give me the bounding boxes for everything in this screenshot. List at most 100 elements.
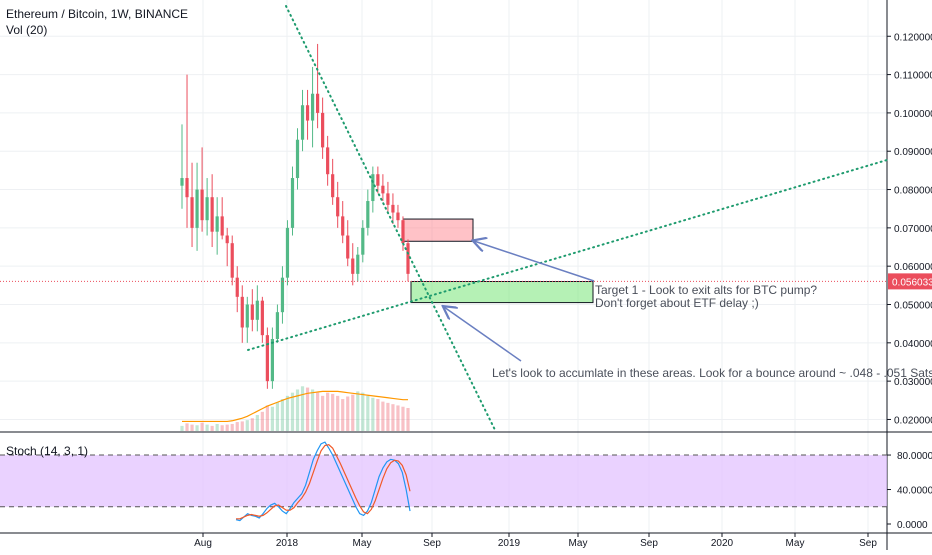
price-tick-label: 0.020000: [894, 415, 932, 426]
candle-body: [280, 277, 285, 313]
candle-body: [275, 312, 280, 339]
candle-body: [245, 304, 249, 328]
candle-body: [185, 178, 189, 198]
volume-bar: [270, 406, 274, 431]
candle-body: [321, 112, 325, 148]
time-tick-label: 2019: [498, 538, 521, 549]
symbol-title[interactable]: Ethereum / Bitcoin, 1W, BINANCE: [6, 7, 189, 21]
time-tick-label: Aug: [194, 538, 212, 549]
candle-body: [180, 178, 184, 186]
stoch-tick-label: 40.0000: [897, 486, 932, 497]
candle-body: [396, 212, 400, 221]
volume-bar: [220, 425, 224, 431]
volume-bar: [331, 393, 335, 431]
candle-body: [371, 174, 375, 202]
candle-body: [381, 185, 385, 194]
candle-body: [240, 296, 244, 328]
volume-bar: [290, 392, 295, 431]
volume-bar: [245, 420, 249, 431]
target-annotation[interactable]: Target 1 - Look to exit alts for BTC pum…: [595, 284, 817, 310]
time-tick-label: 2018: [276, 538, 299, 549]
volume-bar: [280, 399, 285, 431]
volume-bar: [180, 425, 184, 431]
time-tick-label: May: [786, 538, 805, 549]
time-tick-label: Sep: [640, 538, 658, 549]
volume-bar: [346, 396, 350, 431]
volume-bar: [366, 395, 370, 431]
volume-bar: [351, 394, 355, 431]
candle-body: [376, 174, 380, 186]
stoch-band: [0, 455, 887, 507]
volume-bar: [406, 408, 410, 431]
volume-bar: [381, 401, 385, 431]
candle-body: [310, 93, 315, 121]
volume-bar: [195, 425, 199, 431]
target-arrow: [474, 241, 595, 282]
candle-body: [205, 197, 209, 221]
price-tick-label: 0.110000: [894, 71, 932, 82]
price-tick-label: 0.030000: [894, 377, 932, 388]
price-tick-label: 0.100000: [894, 109, 932, 120]
volume-ma-line: [182, 390, 408, 423]
candle-body: [356, 254, 360, 274]
volume-bar: [225, 424, 229, 431]
stoch-d-line: [236, 444, 411, 520]
candle-body: [316, 93, 320, 113]
time-tick-label: 2020: [711, 538, 734, 549]
candle-body: [225, 235, 229, 244]
candle-body: [255, 300, 259, 320]
candle-body: [190, 197, 194, 228]
stoch-tick-label: 0.0000: [897, 520, 928, 531]
candle-body: [406, 243, 410, 274]
candle-body: [305, 105, 310, 121]
candle-body: [220, 216, 224, 236]
candle-body: [290, 178, 295, 228]
volume-bar: [205, 424, 209, 431]
candle-body: [235, 277, 239, 297]
candle-body: [336, 197, 340, 217]
accumulate-annotation[interactable]: Let's look to accumlate in these areas. …: [492, 366, 932, 380]
stoch-indicator-label[interactable]: Stoch (14, 3, 1): [6, 444, 89, 458]
volume-bar: [396, 405, 400, 431]
candle-body: [361, 227, 365, 255]
candle-body: [341, 216, 345, 236]
volume-bar: [401, 406, 405, 431]
target-annotation-line1: Target 1 - Look to exit alts for BTC pum…: [595, 283, 818, 297]
price-tick-label: 0.090000: [894, 147, 932, 158]
volume-bar: [285, 395, 290, 431]
volume-bar: [210, 425, 214, 431]
candle-body: [215, 216, 219, 232]
candle-body: [326, 147, 330, 175]
candle-body: [351, 258, 355, 274]
volume-bar: [316, 392, 320, 431]
volume-bar: [300, 386, 305, 431]
candle-body: [250, 304, 254, 320]
candle-body: [391, 204, 395, 213]
candle-body: [346, 235, 350, 259]
candle-body: [200, 189, 204, 221]
time-tick-label: May: [569, 538, 588, 549]
candle-body: [401, 220, 405, 244]
time-tick-label: Sep: [423, 538, 441, 549]
candle-body: [210, 197, 214, 232]
volume-indicator-label[interactable]: Vol (20): [6, 23, 48, 37]
volume-bar: [386, 402, 390, 431]
candle-body: [331, 174, 335, 198]
volume-bar: [275, 402, 280, 431]
candle-body: [230, 243, 234, 278]
volume-bar: [326, 392, 330, 431]
volume-bar: [295, 389, 300, 431]
volume-bar: [336, 395, 340, 431]
chart-header: Ethereum / Bitcoin, 1W, BINANCE Vol (20): [6, 6, 188, 38]
current-price-badge: [888, 273, 932, 290]
price-tick-label: 0.120000: [894, 32, 932, 43]
volume-bar: [391, 404, 395, 431]
volume-bar: [356, 391, 360, 431]
uptrend-line: [247, 159, 888, 351]
volume-bar: [305, 387, 310, 431]
volume-bar: [185, 423, 189, 431]
time-tick-label: Sep: [859, 538, 877, 549]
volume-bar: [215, 423, 219, 431]
candle-body: [295, 139, 300, 179]
